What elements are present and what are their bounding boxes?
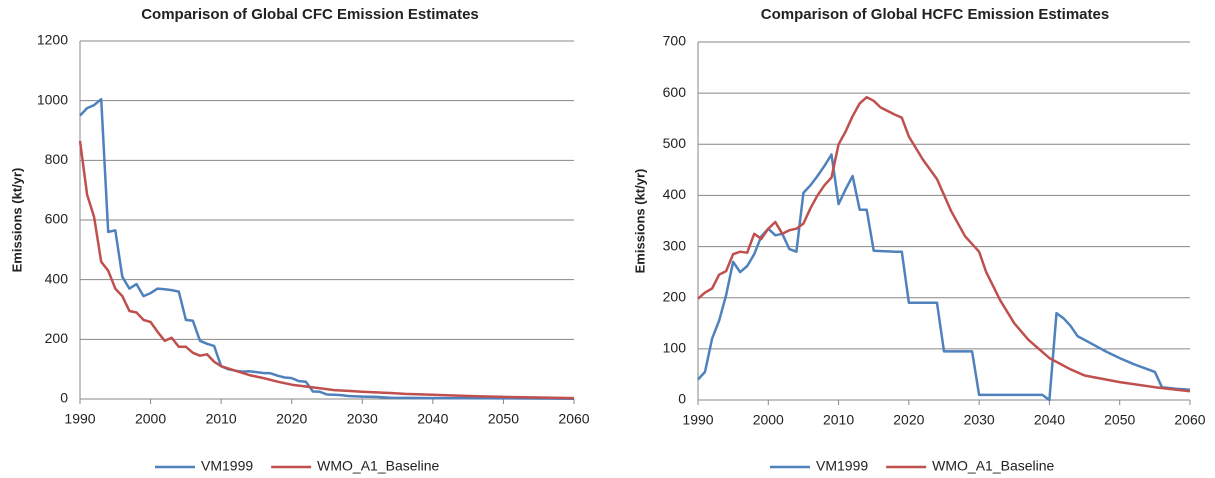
y-tick-label: 600: [45, 211, 69, 227]
data-line: [697, 95, 1191, 393]
x-tick-label: 2040: [417, 411, 448, 427]
data-line: [78, 140, 575, 400]
chart-title: Comparison of Global CFC Emission Estima…: [141, 6, 479, 23]
y-tick-label: 200: [45, 330, 69, 346]
legend-label: WMO_A1_Baseline: [932, 458, 1054, 474]
x-tick-label: 2010: [823, 412, 854, 428]
legend-label: VM1999: [816, 458, 868, 474]
chart: Comparison of Global CFC Emission Estima…: [9, 6, 589, 474]
x-tick-label: 2000: [753, 412, 784, 428]
y-tick-label: 600: [663, 84, 687, 100]
x-tick-label: 2030: [347, 411, 378, 427]
y-tick-label: 200: [663, 288, 687, 304]
legend-label: VM1999: [201, 458, 253, 474]
y-tick-label: 400: [663, 186, 687, 202]
x-tick-label: 2040: [1034, 412, 1065, 428]
x-tick-label: 2020: [276, 411, 307, 427]
y-tick-label: 100: [663, 340, 687, 356]
y-tick-label: 1000: [37, 91, 68, 107]
x-tick-label: 2030: [964, 412, 995, 428]
x-tick-label: 2060: [1174, 412, 1205, 428]
y-tick-label: 400: [45, 270, 69, 286]
y-tick-label: 0: [60, 390, 68, 406]
y-tick-label: 800: [45, 151, 69, 167]
x-tick-label: 2050: [488, 411, 519, 427]
y-tick-label: 0: [678, 391, 686, 407]
chart: Comparison of Global HCFC Emission Estim…: [632, 6, 1205, 474]
data-line: [79, 97, 575, 400]
chart-title: Comparison of Global HCFC Emission Estim…: [761, 6, 1109, 23]
x-tick-label: 2060: [558, 411, 589, 427]
x-tick-label: 2050: [1104, 412, 1135, 428]
legend-label: WMO_A1_Baseline: [317, 458, 439, 474]
x-tick-label: 2020: [893, 412, 924, 428]
y-tick-label: 1200: [37, 32, 68, 48]
y-tick-label: 300: [663, 237, 687, 253]
x-tick-label: 2000: [135, 411, 166, 427]
data-line: [697, 153, 1191, 402]
y-axis-title: Emissions (kt/yr): [9, 168, 24, 273]
y-axis-title: Emissions (kt/yr): [632, 169, 647, 274]
y-tick-label: 500: [663, 135, 687, 151]
x-tick-label: 1990: [682, 412, 713, 428]
y-tick-label: 700: [663, 33, 687, 49]
x-tick-label: 1990: [64, 411, 95, 427]
x-tick-label: 2010: [206, 411, 237, 427]
